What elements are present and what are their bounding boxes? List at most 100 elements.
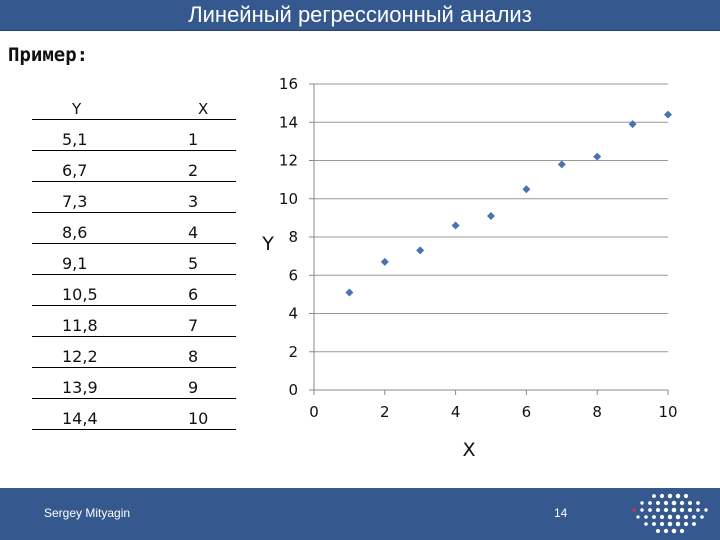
cell-x: 7 [160, 305, 236, 337]
logo-dot [683, 493, 689, 499]
logo-dot [667, 521, 673, 527]
logo-dot [648, 508, 652, 512]
data-point [451, 221, 460, 230]
cell-x: 8 [160, 336, 236, 368]
cell-x: 10 [160, 398, 236, 430]
grid-lines [314, 83, 668, 353]
logo-dot [675, 493, 681, 499]
y-tick-labels: 0 2 4 6 8 10 12 14 16 [279, 75, 298, 399]
data-point [522, 185, 531, 194]
header-y: Y [32, 84, 160, 120]
logo-dots-icon [632, 493, 708, 534]
page-number: 14 [554, 506, 568, 520]
x-tick-labels: 0 2 4 6 8 10 [309, 403, 677, 421]
cell-y: 8,6 [32, 212, 160, 244]
logo-dot [692, 522, 696, 526]
x-axis-label: X [462, 439, 475, 461]
x-tick-label: 4 [451, 403, 461, 421]
logo-dot [683, 514, 689, 520]
logo-dot [663, 528, 669, 534]
logo-dot [692, 515, 696, 519]
cell-y: 7,3 [32, 181, 160, 213]
logo-dot [640, 508, 644, 512]
data-point [345, 288, 354, 297]
cell-y: 14,4 [32, 398, 160, 430]
y-tick-label: 10 [279, 190, 298, 208]
x-tick-label: 10 [658, 403, 677, 421]
x-tick-label: 0 [309, 403, 319, 421]
cell-x: 2 [160, 150, 236, 182]
y-tick-label: 2 [288, 343, 298, 361]
logo-dot [656, 529, 660, 533]
logo-dot [652, 494, 656, 498]
logo-dot [644, 515, 648, 519]
logo-dot [696, 508, 700, 512]
table-row: 14,4 10 [32, 398, 236, 430]
logo-dot [683, 521, 689, 527]
logo-dot [700, 515, 704, 519]
y-tick-label: 0 [288, 381, 298, 399]
data-point [380, 257, 389, 266]
logo-dot [663, 500, 669, 506]
logo-dot [688, 501, 692, 505]
logo-dot [659, 514, 665, 520]
logo-dot [671, 500, 677, 506]
data-point [628, 120, 637, 129]
logo-dot [675, 521, 681, 527]
cell-y: 10,5 [32, 274, 160, 306]
y-tick-label: 6 [288, 266, 298, 284]
y-tick-label: 14 [279, 113, 298, 131]
cell-y: 6,7 [32, 150, 160, 182]
header-x: X [160, 84, 236, 120]
cell-y: 5,1 [32, 119, 160, 151]
logo-dot [652, 522, 656, 526]
data-points [345, 110, 672, 297]
logo-dot [688, 508, 692, 512]
footer-author: Sergey Mityagin [44, 506, 131, 520]
cell-x: 6 [160, 274, 236, 306]
logo-dot [656, 501, 660, 505]
table-row: 9,1 5 [32, 243, 236, 275]
table-row: 13,9 9 [32, 367, 236, 399]
cell-x: 5 [160, 243, 236, 275]
logo-dot [636, 515, 640, 519]
axes [309, 83, 669, 395]
logo-dot [644, 522, 648, 526]
cell-y: 11,8 [32, 305, 160, 337]
logo-dot [679, 500, 685, 506]
logo-dot [696, 501, 700, 505]
y-tick-label: 12 [279, 152, 298, 170]
table-row: 6,7 2 [32, 150, 236, 182]
cell-y: 12,2 [32, 336, 160, 368]
table-row: 10,5 6 [32, 274, 236, 306]
y-tick-label: 8 [288, 228, 298, 246]
logo-dot [656, 508, 660, 512]
data-point [416, 246, 425, 255]
logo-dot [679, 507, 685, 513]
logo-dot [667, 493, 673, 499]
title-bar [0, 0, 720, 31]
cell-x: 9 [160, 367, 236, 399]
data-point [664, 110, 672, 119]
cell-x: 1 [160, 119, 236, 151]
logo-dot [663, 507, 669, 513]
example-label: Пример: [8, 44, 89, 66]
logo-dot [640, 501, 644, 505]
cell-y: 13,9 [32, 367, 160, 399]
table-row: 12,2 8 [32, 336, 236, 368]
logo-dot [632, 508, 636, 512]
cell-x: 3 [160, 181, 236, 213]
table-row: 7,3 3 [32, 181, 236, 213]
logo-dot [671, 507, 677, 513]
logo-dot [671, 528, 677, 534]
y-axis-label: Y [261, 233, 274, 255]
logo-dot [675, 514, 681, 520]
logo-dot [652, 515, 656, 519]
logo-dot [679, 528, 685, 534]
footer-bar [0, 488, 720, 540]
slide-title: Линейный регрессионный анализ [188, 2, 532, 27]
x-tick-label: 6 [522, 403, 532, 421]
logo-dot [648, 501, 652, 505]
logo-dot [659, 521, 665, 527]
scatter-chart: 0 2 4 6 8 10 12 14 16 0 2 4 6 8 10 Y X [261, 75, 677, 461]
